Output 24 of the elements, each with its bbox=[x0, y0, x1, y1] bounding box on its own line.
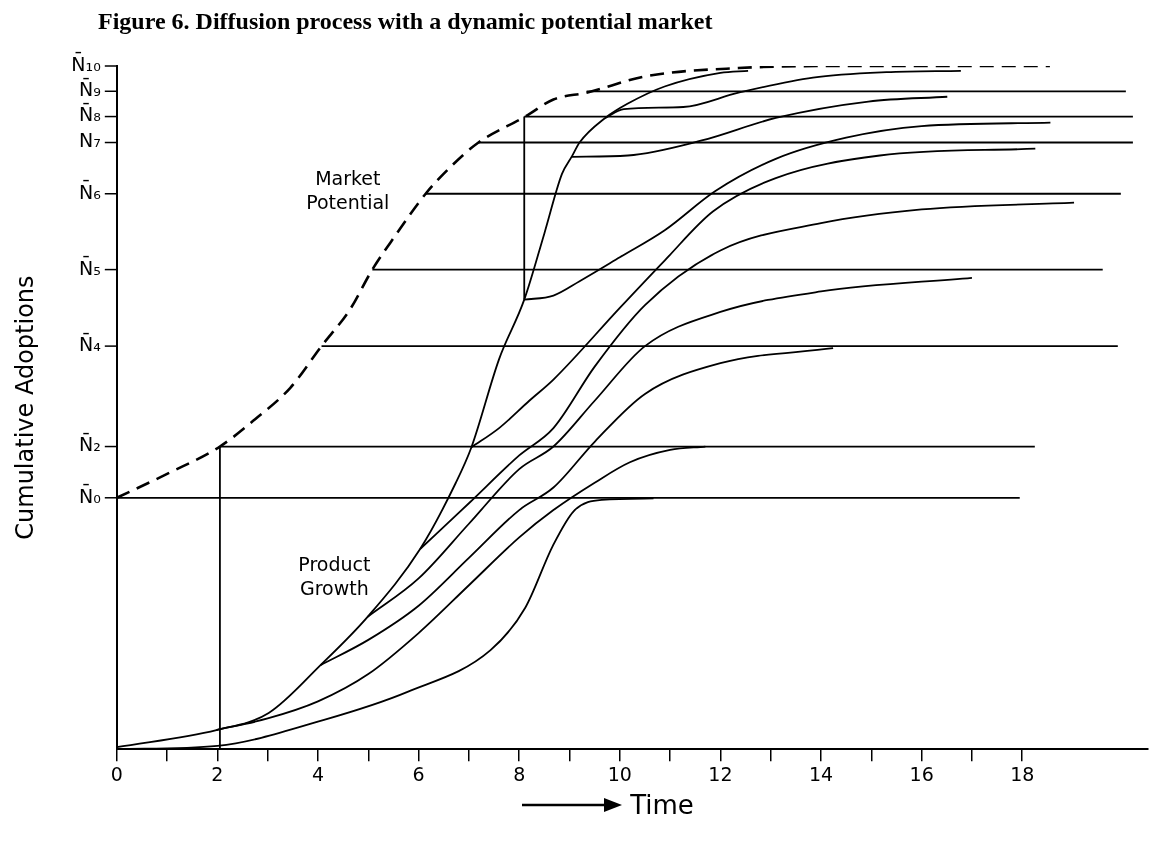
x-tick-label: 2 bbox=[211, 762, 224, 785]
x-tick-label: 0 bbox=[110, 762, 123, 785]
ref-line-label: N̄₅ bbox=[78, 255, 101, 279]
ref-line-label: N̄₄ bbox=[78, 331, 102, 356]
x-axis-title: Time bbox=[630, 790, 694, 820]
ref-line-label: N̄₉ bbox=[78, 76, 101, 101]
x-tick-label: 18 bbox=[1010, 762, 1035, 785]
x-tick-label: 12 bbox=[708, 762, 733, 785]
x-tick-label: 6 bbox=[412, 762, 425, 785]
x-tick-label: 10 bbox=[607, 762, 632, 785]
ref-line-label: N̄₆ bbox=[78, 179, 101, 203]
ref-line-label: N̄₂ bbox=[78, 432, 101, 456]
y-axis-title: Cumulative Adoptions bbox=[10, 275, 39, 540]
ref-line-label: N̄₈ bbox=[78, 102, 101, 126]
x-tick-label: 4 bbox=[311, 762, 325, 785]
annotation: Product Growth bbox=[298, 553, 371, 600]
x-tick-label: 16 bbox=[909, 762, 934, 785]
x-tick-label: 14 bbox=[808, 762, 834, 785]
ref-line-label: N₇ bbox=[78, 129, 101, 152]
annotation: Market Potential bbox=[306, 167, 390, 214]
chart-title: Figure 6. Diffusion process with a dynamic potential market bbox=[97, 8, 714, 36]
ref-line-label: N̄₀ bbox=[78, 483, 101, 507]
ref-line-label: N̄₁₀ bbox=[71, 51, 101, 75]
x-tick-label: 8 bbox=[513, 762, 526, 785]
